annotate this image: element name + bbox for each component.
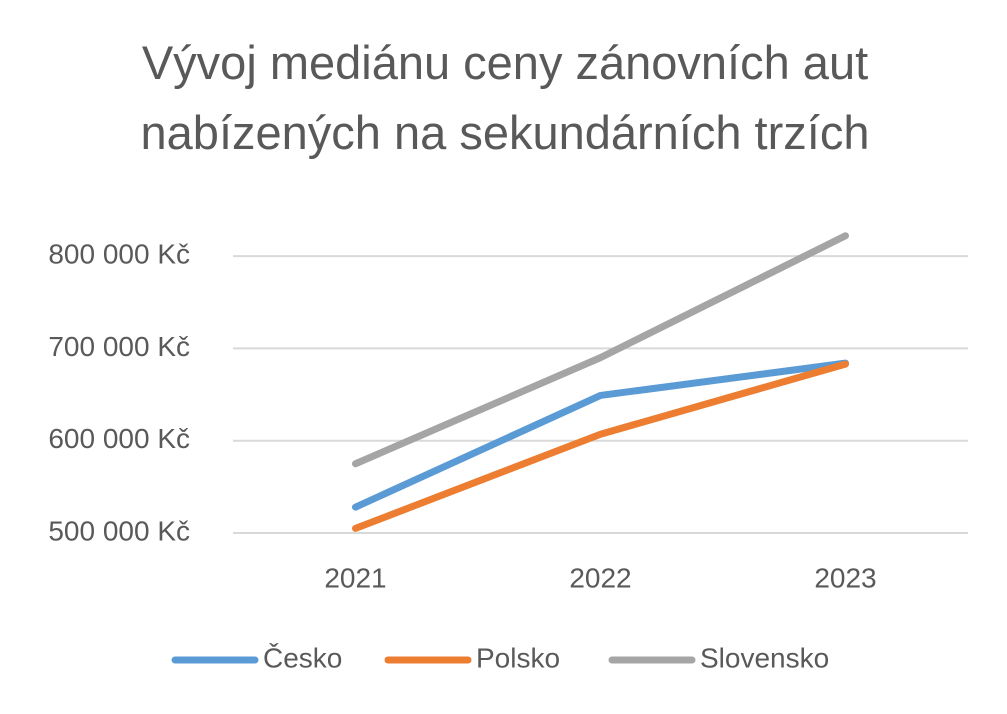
- y-tick-label: 600 000 Kč: [48, 423, 190, 454]
- x-tick-label: 2023: [814, 562, 876, 593]
- legend-label: Slovensko: [700, 642, 829, 673]
- y-tick-label: 700 000 Kč: [48, 331, 190, 362]
- y-tick-label: 800 000 Kč: [48, 238, 190, 269]
- x-tick-label: 2022: [569, 562, 631, 593]
- data-line: [352, 360, 849, 532]
- data-line: [352, 232, 849, 468]
- y-tick-label: 500 000 Kč: [48, 515, 190, 546]
- data-line: [352, 359, 849, 511]
- x-tick-label: 2021: [324, 562, 386, 593]
- legend-label: Polsko: [476, 642, 560, 673]
- chart-title: Vývoj mediánu ceny zánovních aut nabízen…: [140, 36, 870, 159]
- legend-label: Česko: [263, 642, 342, 673]
